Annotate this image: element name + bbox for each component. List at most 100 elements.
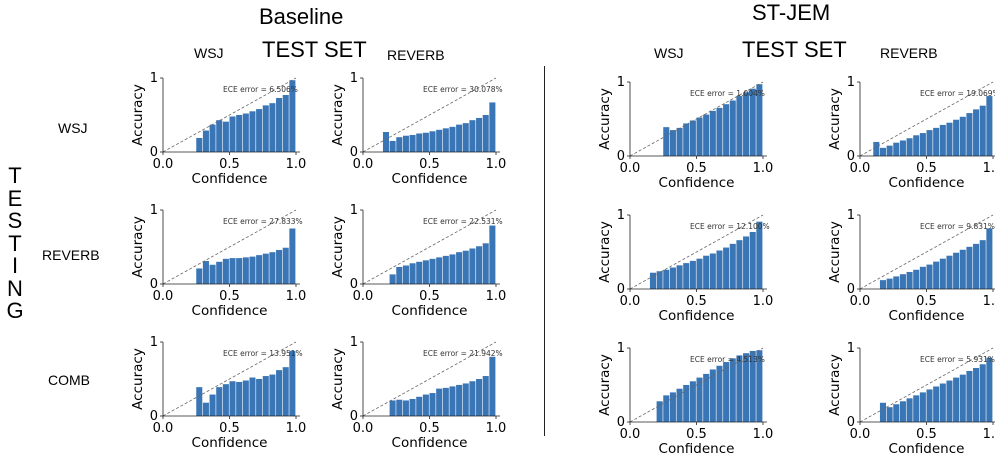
ece-annotation: ECE error = 13.951% (223, 349, 303, 358)
bar (906, 138, 913, 156)
bar (489, 356, 496, 416)
bar (709, 253, 716, 289)
ece-annotation: ECE error = 6.506% (223, 85, 298, 94)
bar (216, 120, 223, 152)
bar (656, 401, 663, 422)
bar (973, 109, 980, 156)
bar (649, 272, 656, 289)
bar (723, 247, 730, 289)
x-tick-label: 1.0 (486, 421, 507, 436)
bar (906, 398, 913, 422)
x-axis-label: Confidence (392, 435, 468, 451)
x-axis-label: Confidence (889, 308, 965, 324)
x-tick-label: 0.0 (353, 289, 374, 304)
bar (196, 137, 203, 152)
chart-baseline-wsj-wsj: 0 1 0.0 0.5 1.0 Confidence Accuracy ECE error =… (130, 71, 307, 187)
bar (396, 137, 403, 152)
bar (966, 370, 973, 422)
bar (669, 392, 676, 422)
testing-letter: T (8, 163, 22, 188)
bar (209, 124, 216, 152)
y-axis-label: Accuracy (597, 221, 613, 283)
bar (276, 370, 283, 416)
testing-vertical-label: T E S T I N G (5, 163, 25, 323)
x-tick-label: 1.0 (286, 289, 307, 304)
calibration-diagonal (362, 341, 497, 417)
y-axis-label: Accuracy (130, 216, 146, 278)
y-tick-label: 1 (847, 75, 855, 90)
x-axis-label: Confidence (192, 171, 268, 187)
x-tick-label: 0.0 (153, 157, 174, 172)
x-tick-label: 0.0 (353, 421, 374, 436)
calibration-diagonal (362, 77, 497, 153)
calibration-diagonal (362, 209, 497, 285)
y-tick-label: 0 (150, 145, 158, 160)
bar (663, 127, 670, 156)
x-tick-label: 1.0 (286, 157, 307, 172)
bar (436, 388, 443, 416)
bar (236, 115, 243, 152)
y-axis-label: Accuracy (827, 221, 843, 283)
bar (229, 381, 236, 416)
bar (656, 271, 663, 289)
bar (979, 364, 986, 422)
bar (919, 266, 926, 289)
row-label-comb: COMB (48, 372, 90, 388)
bar (973, 367, 980, 422)
x-tick-label: 0.0 (850, 294, 871, 309)
testing-letter: S (7, 208, 23, 233)
calibration-diagonal (629, 347, 764, 423)
bar (209, 264, 216, 284)
y-tick-label: 1 (150, 203, 158, 218)
bar (729, 243, 736, 289)
bar (926, 264, 933, 289)
bar (442, 387, 449, 416)
bar (736, 355, 743, 422)
x-tick-label: 1.0 (486, 157, 507, 172)
bar (402, 135, 409, 152)
y-axis-label: Accuracy (597, 354, 613, 416)
x-axis-label: Confidence (392, 171, 468, 187)
bar (756, 84, 763, 156)
bar (449, 386, 456, 416)
bar (429, 393, 436, 416)
ece-annotation: ECE error = 19.069% (920, 89, 995, 98)
calibration-diagonal (629, 214, 764, 290)
bar (709, 369, 716, 422)
testing-letter: E (7, 185, 23, 211)
bar (743, 236, 750, 289)
chart-baseline-comb-reverb: 0 1 0.0 0.5 1.0 Confidence Accuracy ECE error =… (330, 335, 507, 451)
bar (489, 102, 496, 152)
bar (933, 386, 940, 422)
bar (709, 110, 716, 156)
bar (979, 240, 986, 289)
bar (262, 253, 269, 284)
bar (703, 255, 710, 289)
bar (229, 258, 236, 284)
y-tick-label: 0 (150, 409, 158, 424)
testing-letter: N (7, 275, 23, 301)
stjem-col-label-wsj: WSJ (654, 45, 684, 61)
bar (389, 274, 396, 284)
bar (262, 105, 269, 152)
bar (919, 392, 926, 422)
bar (676, 265, 683, 289)
x-axis-label: Confidence (889, 441, 965, 457)
bar (282, 95, 289, 152)
bar (946, 122, 953, 156)
x-tick-label: 0.5 (686, 427, 707, 442)
bar (973, 243, 980, 289)
row-label-wsj: WSJ (58, 120, 88, 136)
bar (939, 383, 946, 422)
bar (986, 228, 993, 289)
bar (462, 383, 469, 416)
bar (382, 132, 389, 152)
x-tick-label: 0.5 (686, 294, 707, 309)
bar (422, 132, 429, 152)
y-tick-label: 1 (617, 341, 625, 356)
y-tick-label: 0 (350, 277, 358, 292)
x-tick-label: 0.0 (353, 157, 374, 172)
bar (966, 113, 973, 156)
bar (959, 116, 966, 156)
bar (269, 103, 276, 152)
